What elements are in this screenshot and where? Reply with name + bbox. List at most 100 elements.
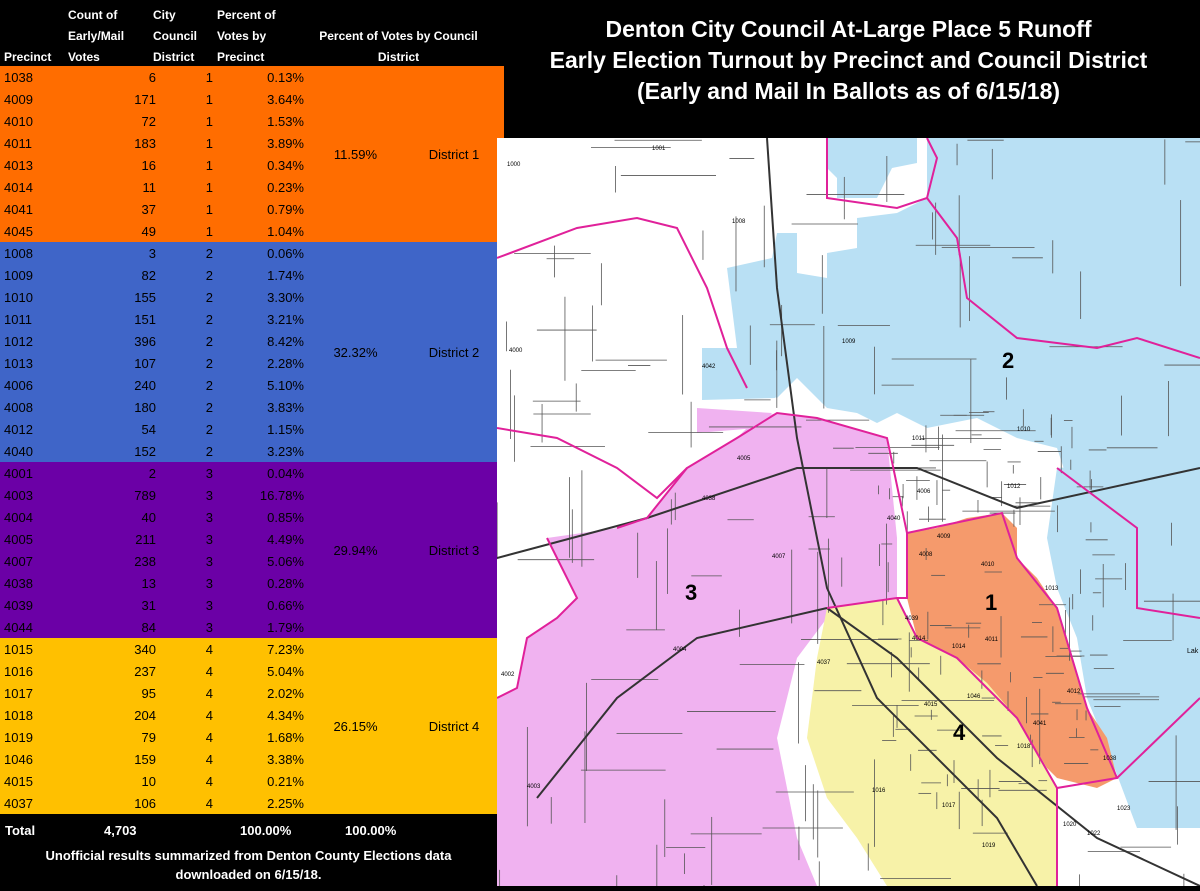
- precinct-cell: 4014: [4, 179, 33, 195]
- precinct-cell: 1010: [4, 289, 33, 305]
- district-label-cell: District 2: [428, 344, 480, 360]
- district-4-region: [807, 598, 1057, 886]
- precinct-cell: 1013: [4, 355, 33, 371]
- pct-cell: 0.13%: [267, 69, 304, 85]
- precinct-cell: 4044: [4, 619, 33, 635]
- precinct-cell: 1016: [4, 663, 33, 679]
- pct-cell: 3.30%: [267, 289, 304, 305]
- votes-cell: 171: [134, 91, 156, 107]
- precinct-label: 4004: [673, 647, 687, 653]
- precinct-cell: 1017: [4, 685, 33, 701]
- precinct-label: 4012: [1067, 689, 1081, 695]
- precinct-label: 1009: [842, 339, 856, 345]
- district-2-area: [702, 138, 1200, 618]
- precinct-label: 1020: [1063, 822, 1077, 828]
- pct-cell: 2.25%: [267, 795, 304, 811]
- district-cell: 2: [205, 421, 213, 437]
- precinct-cell: 4013: [4, 157, 33, 173]
- precinct-label: 4015: [924, 702, 938, 708]
- precinct-cell: 1019: [4, 729, 33, 745]
- precinct-label: 4007: [772, 554, 786, 560]
- precinct-label: 4000: [509, 348, 523, 354]
- precinct-label: 4006: [917, 489, 931, 495]
- table-header: Precinct Count of Early/Mail Votes City …: [0, 0, 497, 66]
- pct-cell: 2.28%: [267, 355, 304, 371]
- district-cell: 1: [205, 113, 213, 129]
- district-cell: 4: [205, 729, 213, 745]
- votes-cell: 180: [134, 399, 156, 415]
- pct-cell: 0.04%: [267, 465, 304, 481]
- district-pct-cell: 26.15%: [333, 718, 378, 734]
- votes-cell: 10: [141, 773, 156, 789]
- header-pct-3: Precinct: [217, 50, 265, 64]
- precinct-cell: 4012: [4, 421, 33, 437]
- district-cell: 3: [205, 575, 213, 591]
- district-cell: 3: [205, 619, 213, 635]
- votes-cell: 211: [135, 531, 156, 547]
- votes-cell: 155: [134, 289, 156, 305]
- district-cell: 1: [205, 135, 213, 151]
- votes-cell: 40: [141, 509, 156, 525]
- precinct-label: 4040: [887, 516, 901, 522]
- pct-cell: 1.74%: [267, 267, 304, 283]
- precinct-cell: 4041: [4, 201, 33, 217]
- precinct-label: 4038: [702, 496, 716, 502]
- precinct-cell: 1011: [4, 311, 32, 327]
- precinct-cell: 1015: [4, 641, 33, 657]
- table-row: 1038 6 1 0.13% 11.59% District 1: [0, 66, 504, 162]
- precinct-label: 1014: [952, 644, 966, 650]
- votes-cell: 151: [134, 311, 156, 327]
- street-network: [496, 139, 1200, 886]
- header-precinct: Precinct: [4, 50, 52, 64]
- precinct-label: 1038: [1103, 756, 1117, 762]
- precinct-cell: 4037: [4, 795, 33, 811]
- district-number-1: 1: [985, 590, 997, 615]
- district-cell: 1: [205, 201, 213, 217]
- highways: [496, 137, 1200, 887]
- pct-cell: 1.79%: [267, 619, 304, 635]
- votes-cell: 82: [141, 267, 156, 283]
- votes-cell: 183: [134, 135, 156, 151]
- district-cell: 4: [205, 751, 213, 767]
- precinct-label: 4002: [501, 672, 515, 678]
- precinct-labels: 1001 1000 1008 1009 1010 4000 4042 1011 4006 1012…: [501, 146, 1131, 849]
- boundary-line: [496, 537, 579, 699]
- boundary-line: [496, 427, 688, 500]
- precinct-cell: 4003: [4, 487, 33, 503]
- footnote-line-1: Unofficial results summarized from Dento…: [45, 848, 452, 863]
- pct-cell: 3.89%: [267, 135, 304, 151]
- title-line-1: Denton City Council At-Large Place 5 Run…: [605, 16, 1092, 42]
- precinct-cell: 1008: [4, 245, 33, 261]
- district-cell: 4: [205, 641, 213, 657]
- page-title: Denton City Council At-Large Place 5 Run…: [497, 0, 1200, 138]
- district-cell: 4: [205, 773, 213, 789]
- votes-cell: 84: [141, 619, 156, 635]
- header-pct-1: Percent of: [217, 8, 276, 22]
- pct-cell: 5.10%: [267, 377, 304, 393]
- boundary-line: [906, 511, 1119, 886]
- pct-cell: 2.02%: [267, 685, 304, 701]
- votes-cell: 37: [141, 201, 156, 217]
- boundary-line: [616, 411, 908, 609]
- district-pct-cell: 32.32%: [333, 344, 378, 360]
- district-cell: 4: [205, 795, 213, 811]
- precinct-label: 1011: [912, 436, 926, 442]
- table-row: 1015 340 4 7.23% 26.15% District 4: [0, 638, 504, 734]
- pct-cell: 0.79%: [267, 201, 304, 217]
- district-cell: 4: [205, 707, 213, 723]
- precinct-cell: 1038: [4, 69, 33, 85]
- district-number-2: 2: [1002, 348, 1014, 373]
- votes-cell: 13: [141, 575, 156, 591]
- precinct-cell: 4008: [4, 399, 33, 415]
- precinct-cell: 4010: [4, 113, 33, 129]
- district-cell: 4: [205, 663, 213, 679]
- votes-cell: 107: [134, 355, 156, 371]
- pct-cell: 3.38%: [267, 751, 304, 767]
- pct-cell: 1.53%: [267, 113, 304, 129]
- votes-table: 1038 6 1 0.13% 11.59% District 1 4009 171 1 3.64%…: [0, 66, 504, 814]
- votes-cell: 159: [134, 751, 156, 767]
- precinct-label: 1023: [1117, 806, 1131, 812]
- pct-cell: 0.85%: [267, 509, 304, 525]
- pct-cell: 3.21%: [267, 311, 304, 327]
- pct-cell: 0.66%: [267, 597, 304, 613]
